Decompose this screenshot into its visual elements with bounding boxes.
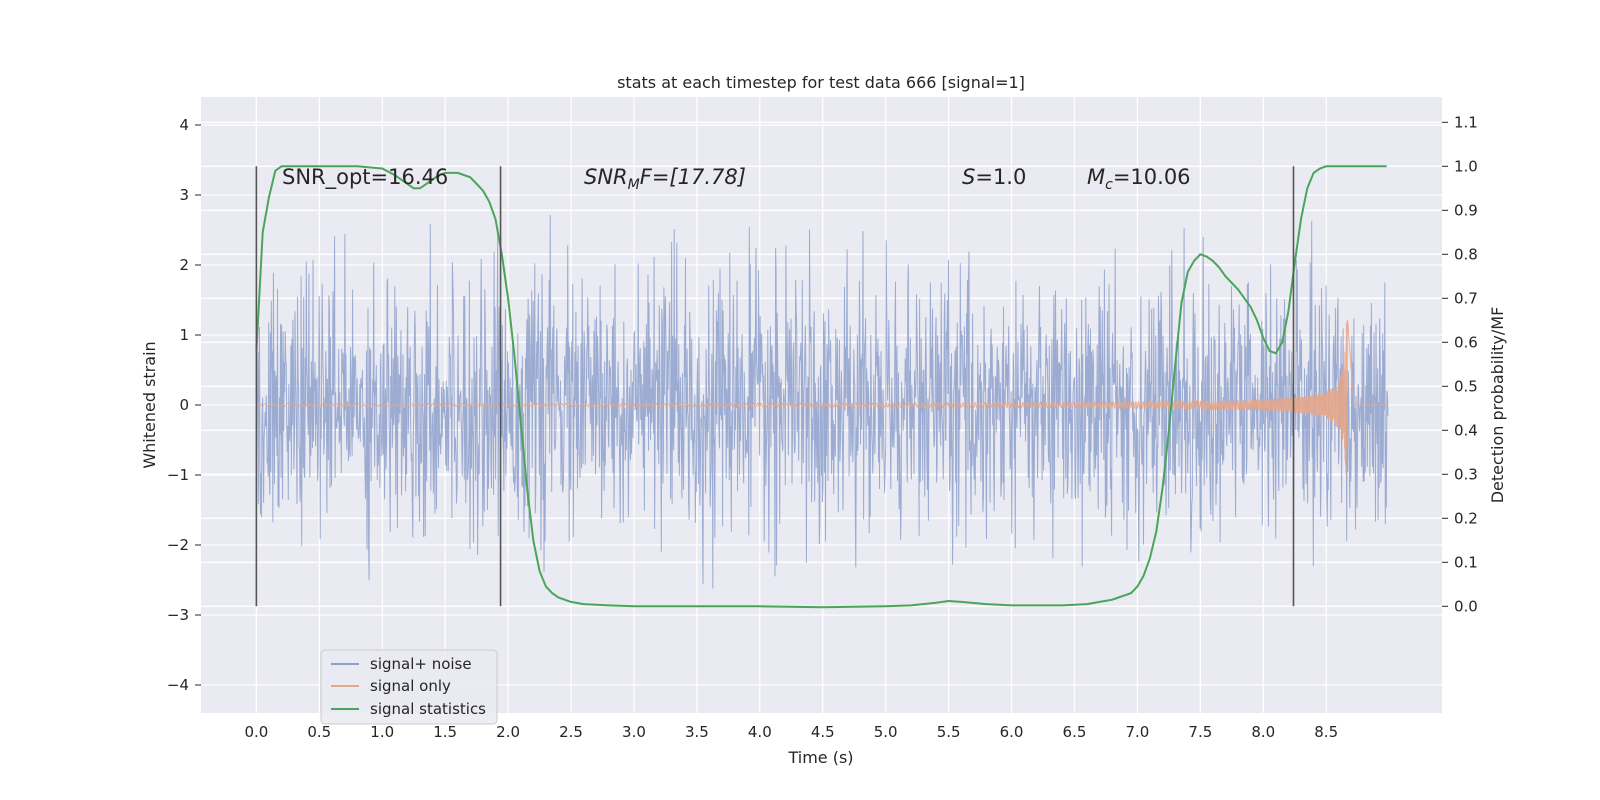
snr-mf-main: SNR [584, 165, 628, 189]
legend-label-signal-noise: signal+ noise [370, 655, 472, 673]
mc-main: M [1087, 165, 1105, 189]
ticks: 0.0 0.5 1.0 1.5 2.0 2.5 3.0 3.5 4.0 4.5 5.0 5.5 6.0 6… [167, 113, 1478, 741]
s-main: S [962, 165, 975, 189]
x-tick-label: 8.0 [1251, 723, 1275, 741]
legend-box [320, 649, 498, 725]
y-tick-label: 0 [179, 396, 189, 414]
chart-title: stats at each timestep for test data 666… [617, 73, 1025, 92]
x-tick-label: 6.5 [1063, 723, 1087, 741]
x-tick-label: 2.5 [559, 723, 583, 741]
y-tick-label: −4 [167, 676, 189, 694]
x-tick-label: 3.0 [622, 723, 646, 741]
y2-tick-label: 0.5 [1454, 377, 1478, 395]
y-axis-label: Whitened strain [140, 341, 159, 468]
vertical-markers [255, 166, 1295, 607]
y2-tick-label: 0.9 [1454, 201, 1478, 219]
y2-tick-label: 0.8 [1454, 245, 1478, 263]
x-tick-label: 5.0 [874, 723, 898, 741]
x-tick-label: 8.5 [1314, 723, 1338, 741]
x-tick-label: 7.5 [1188, 723, 1212, 741]
x-tick-label: 0.5 [307, 723, 331, 741]
y-tick-label: −1 [167, 466, 189, 484]
mc-sub: c [1105, 177, 1113, 193]
x-axis-label: Time (s) [787, 748, 853, 767]
x-tick-label: 4.0 [748, 723, 772, 741]
y-tick-label: −3 [167, 606, 189, 624]
s-rest: =1.0 [975, 165, 1026, 189]
y2-tick-label: 1.1 [1454, 113, 1478, 131]
mc-rest: =10.06 [1113, 165, 1191, 189]
x-tick-label: 3.5 [685, 723, 709, 741]
legend: signal+ noise signal only signal statist… [320, 649, 498, 725]
plot-area [255, 165, 1389, 609]
x-tick-label: 4.5 [811, 723, 835, 741]
x-tick-label: 1.0 [370, 723, 394, 741]
y2-tick-label: 0.2 [1454, 509, 1478, 527]
y2-tick-label: 0.6 [1454, 333, 1478, 351]
y-tick-label: 4 [179, 116, 189, 134]
x-tick-label: 5.5 [937, 723, 961, 741]
series-signal-only [256, 319, 1388, 476]
y2-axis-label: Detection probability/MF [1488, 307, 1507, 504]
snr-mf-sub: M [628, 177, 640, 193]
y2-tick-label: 1.0 [1454, 157, 1478, 175]
y-tick-label: 2 [179, 256, 189, 274]
y2-tick-label: 0.3 [1454, 465, 1478, 483]
y-tick-label: 3 [179, 186, 189, 204]
y-tick-label: −2 [167, 536, 189, 554]
annotation-snr-opt: SNR_opt=16.46 [282, 165, 448, 190]
y2-tick-label: 0.1 [1454, 553, 1478, 571]
annotation-mc: Mc=10.06 [1087, 165, 1191, 193]
snr-mf-rest: F=[17.78] [640, 165, 746, 189]
annotation-snr-mf: SNRMF=[17.78] [584, 165, 746, 193]
legend-label-signal-statistics: signal statistics [370, 700, 486, 718]
y-tick-label: 1 [179, 326, 189, 344]
x-tick-label: 0.0 [244, 723, 268, 741]
y2-tick-label: 0.7 [1454, 289, 1478, 307]
x-tick-label: 6.0 [1000, 723, 1024, 741]
legend-label-signal-only: signal only [370, 677, 451, 695]
series-signal-noise [255, 214, 1389, 589]
series-signal-statistics [255, 165, 1387, 609]
x-tick-label: 2.0 [496, 723, 520, 741]
annotation-s: S=1.0 [962, 165, 1026, 189]
y2-tick-label: 0.0 [1454, 597, 1478, 615]
x-tick-label: 7.0 [1125, 723, 1149, 741]
y2-tick-label: 0.4 [1454, 421, 1478, 439]
x-tick-label: 1.5 [433, 723, 457, 741]
